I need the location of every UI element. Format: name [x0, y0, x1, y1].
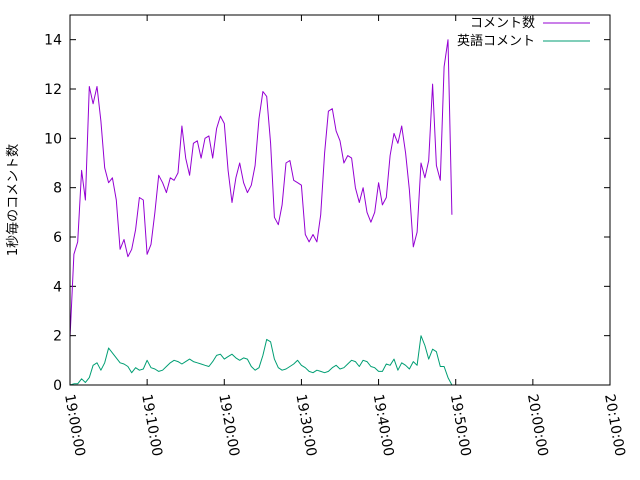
y-tick-label: 8 — [53, 181, 62, 197]
legend-label-series-2: 英語コメント — [457, 33, 535, 49]
y-axis-label: 1秒毎のコメント数 — [5, 144, 21, 256]
plot-frame — [69, 14, 611, 386]
y-tick-label: 2 — [53, 329, 62, 345]
y-axis-ticks: 0 2 4 6 8 10 12 14 — [44, 33, 610, 394]
y-tick-label: 4 — [53, 279, 62, 295]
series-line-1 — [69, 39, 453, 339]
y-tick-label: 14 — [44, 33, 62, 49]
series-line-2 — [69, 335, 453, 386]
legend-label-series-1: コメント数 — [470, 16, 535, 31]
series-layer — [69, 39, 453, 386]
y-tick-label: 6 — [53, 230, 62, 246]
y-tick-label: 12 — [44, 82, 62, 98]
y-tick-label: 10 — [44, 131, 62, 147]
y-tick-label: 0 — [53, 378, 62, 394]
legend: コメント数 英語コメント — [457, 16, 590, 49]
